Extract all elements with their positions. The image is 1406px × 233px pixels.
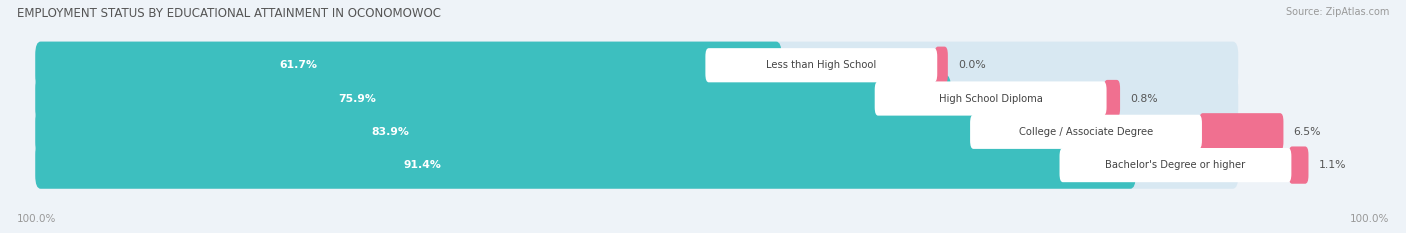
FancyBboxPatch shape xyxy=(35,42,1239,89)
FancyBboxPatch shape xyxy=(706,48,938,82)
FancyBboxPatch shape xyxy=(1289,147,1309,184)
FancyBboxPatch shape xyxy=(35,42,782,89)
FancyBboxPatch shape xyxy=(1104,80,1121,117)
FancyBboxPatch shape xyxy=(935,47,948,84)
FancyBboxPatch shape xyxy=(875,82,1107,116)
Text: 61.7%: 61.7% xyxy=(278,60,318,70)
Text: 1.1%: 1.1% xyxy=(1319,160,1346,170)
FancyBboxPatch shape xyxy=(35,108,1046,155)
Text: 83.9%: 83.9% xyxy=(371,127,409,137)
Text: 75.9%: 75.9% xyxy=(339,93,377,103)
FancyBboxPatch shape xyxy=(35,75,1239,122)
FancyBboxPatch shape xyxy=(35,75,950,122)
FancyBboxPatch shape xyxy=(35,141,1136,189)
Text: 0.0%: 0.0% xyxy=(957,60,986,70)
Text: 100.0%: 100.0% xyxy=(1350,214,1389,224)
Text: 0.8%: 0.8% xyxy=(1130,93,1157,103)
Text: Bachelor's Degree or higher: Bachelor's Degree or higher xyxy=(1105,160,1246,170)
Text: College / Associate Degree: College / Associate Degree xyxy=(1019,127,1153,137)
Text: Less than High School: Less than High School xyxy=(766,60,876,70)
Legend: In Labor Force, Unemployed: In Labor Force, Unemployed xyxy=(599,230,807,233)
Text: High School Diploma: High School Diploma xyxy=(939,93,1043,103)
Text: 6.5%: 6.5% xyxy=(1294,127,1320,137)
Text: EMPLOYMENT STATUS BY EDUCATIONAL ATTAINMENT IN OCONOMOWOC: EMPLOYMENT STATUS BY EDUCATIONAL ATTAINM… xyxy=(17,7,441,20)
Text: 100.0%: 100.0% xyxy=(17,214,56,224)
FancyBboxPatch shape xyxy=(35,108,1239,155)
FancyBboxPatch shape xyxy=(1060,148,1291,182)
FancyBboxPatch shape xyxy=(970,115,1202,149)
Text: Source: ZipAtlas.com: Source: ZipAtlas.com xyxy=(1285,7,1389,17)
FancyBboxPatch shape xyxy=(1199,113,1284,151)
FancyBboxPatch shape xyxy=(35,141,1239,189)
Text: 91.4%: 91.4% xyxy=(404,160,441,170)
